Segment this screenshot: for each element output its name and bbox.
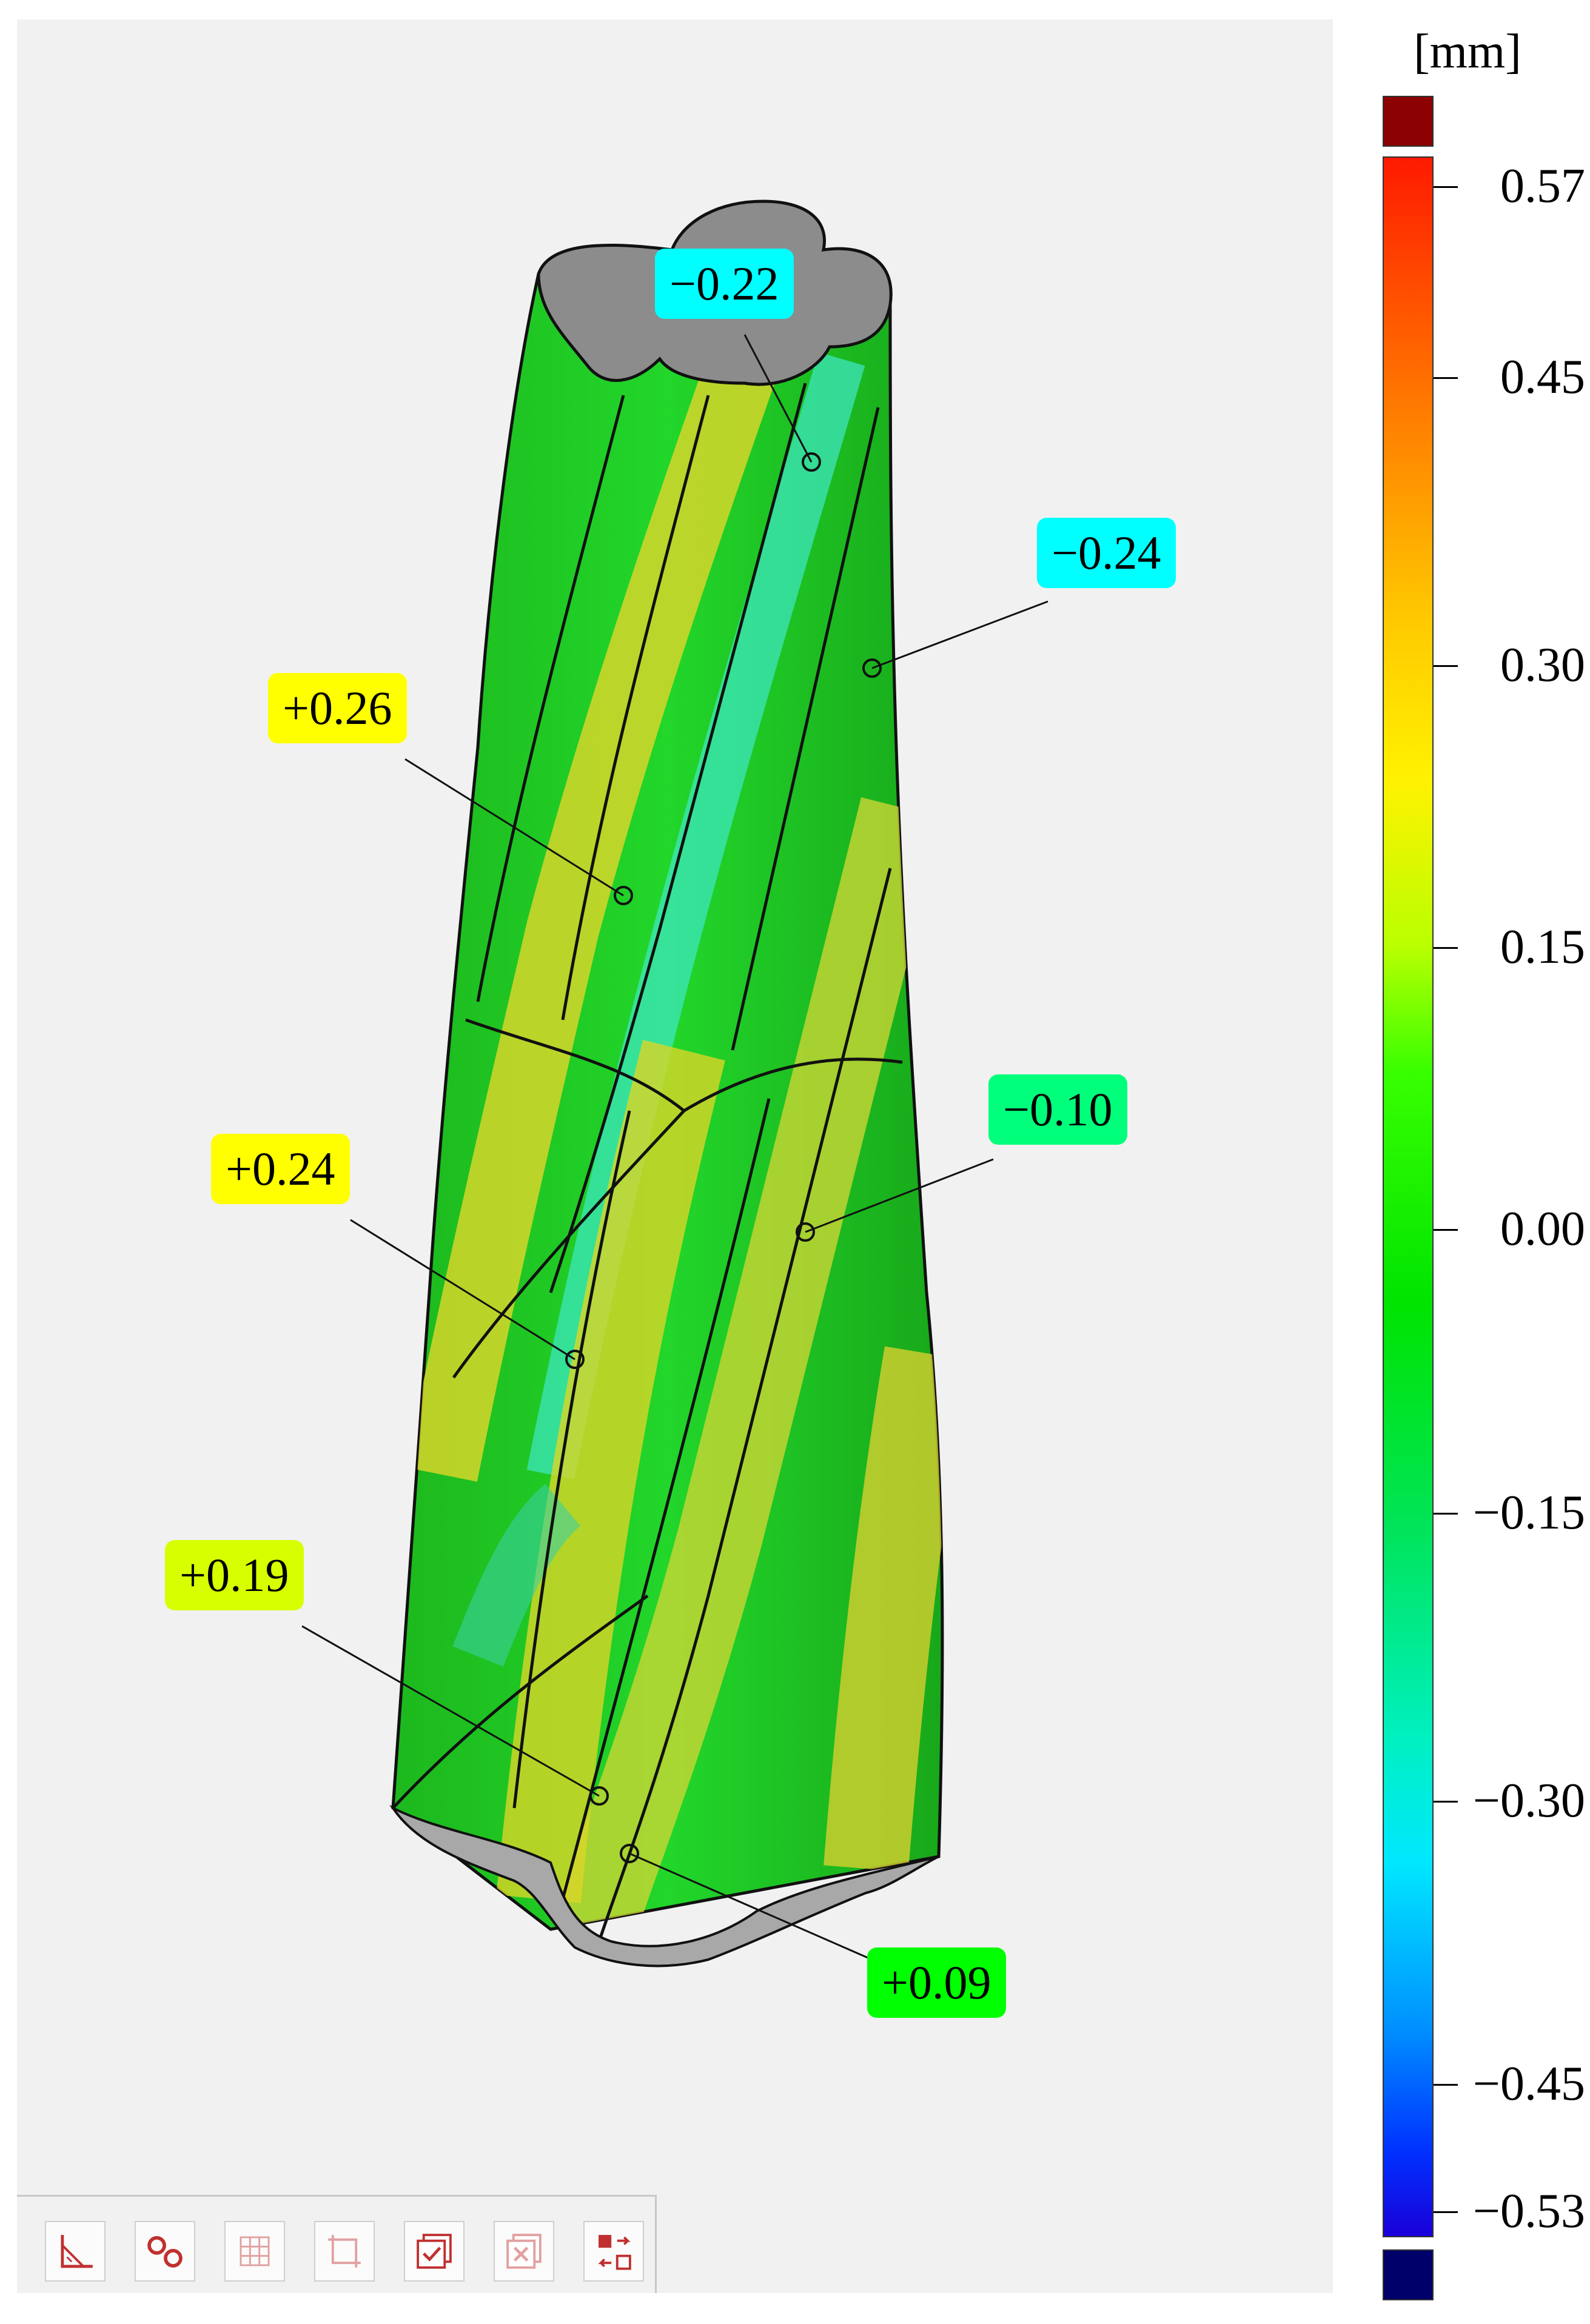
colorbar-tick-label: −0.15: [1472, 1486, 1585, 1539]
swap-objects-button[interactable]: [583, 2221, 644, 2282]
colorbar-unit-label: [mm]: [1414, 25, 1521, 78]
link-points-icon: [147, 2236, 183, 2268]
grid-select-button[interactable]: [224, 2221, 285, 2282]
delete-layers-button[interactable]: [494, 2221, 554, 2282]
colorbar-tick-label: 0.00: [1500, 1202, 1585, 1256]
colorbar-tick: [1434, 1229, 1458, 1231]
bottom-cap: [389, 1804, 939, 1967]
crop-frame-button[interactable]: [314, 2221, 375, 2282]
callout-label[interactable]: +0.19: [165, 1540, 304, 1610]
callout-label[interactable]: +0.24: [211, 1134, 350, 1204]
colorbar-tick: [1434, 377, 1458, 379]
helix-bands: [406, 347, 942, 1929]
callout-label[interactable]: +0.26: [268, 673, 407, 743]
colorbar-panel: [1333, 0, 1590, 2324]
colorbar-tick: [1434, 1513, 1458, 1515]
delete-layers-icon: [506, 2234, 542, 2269]
colorbar-tick: [1434, 2084, 1458, 2086]
colorbar-tick-label: 0.45: [1500, 350, 1585, 404]
deviation-model: [301, 199, 1048, 1967]
link-points-button[interactable]: [135, 2221, 195, 2282]
check-layers-icon: [417, 2234, 452, 2269]
colorbar-tick: [1434, 947, 1458, 949]
colorbar-tick-label: −0.45: [1472, 2057, 1585, 2111]
colorbar-tick: [1434, 2211, 1458, 2213]
grid-select-icon: [240, 2236, 270, 2266]
callout-label[interactable]: −0.24: [1037, 518, 1176, 588]
colorbar-tick-label: −0.53: [1472, 2185, 1585, 2238]
colorbar-tick: [1434, 1801, 1458, 1803]
probe-markers: [565, 452, 882, 1863]
measure-angle-icon: [61, 2235, 93, 2268]
colorbar-tick-label: 0.57: [1500, 159, 1585, 213]
colorbar-tick-label: −0.30: [1472, 1774, 1585, 1827]
measure-angle-button[interactable]: [45, 2221, 106, 2282]
callout-label[interactable]: −0.22: [655, 249, 794, 319]
colorbar-tick-label: 0.15: [1500, 920, 1585, 974]
colorbar-over-range: [1383, 96, 1434, 147]
callout-label[interactable]: −0.10: [988, 1074, 1127, 1145]
crop-frame-icon: [328, 2235, 361, 2268]
bottom-toolbar: [17, 2195, 657, 2293]
colorbar-tick: [1434, 665, 1458, 667]
colorbar-tick-label: 0.30: [1500, 638, 1585, 692]
3d-viewport[interactable]: −0.22 −0.24 +0.26 −0.10 +0.24 +0.19 +0.0…: [17, 19, 1333, 2293]
swap-objects-icon: [598, 2235, 631, 2270]
leader-lines: [301, 334, 1048, 1961]
colorbar-tick: [1434, 186, 1458, 188]
check-layers-button[interactable]: [404, 2221, 465, 2282]
colorbar-under-range: [1383, 2249, 1434, 2300]
helix-lines: [392, 383, 903, 1942]
callout-label[interactable]: +0.09: [867, 1947, 1006, 2018]
colorbar-gradient: [1383, 156, 1434, 2237]
